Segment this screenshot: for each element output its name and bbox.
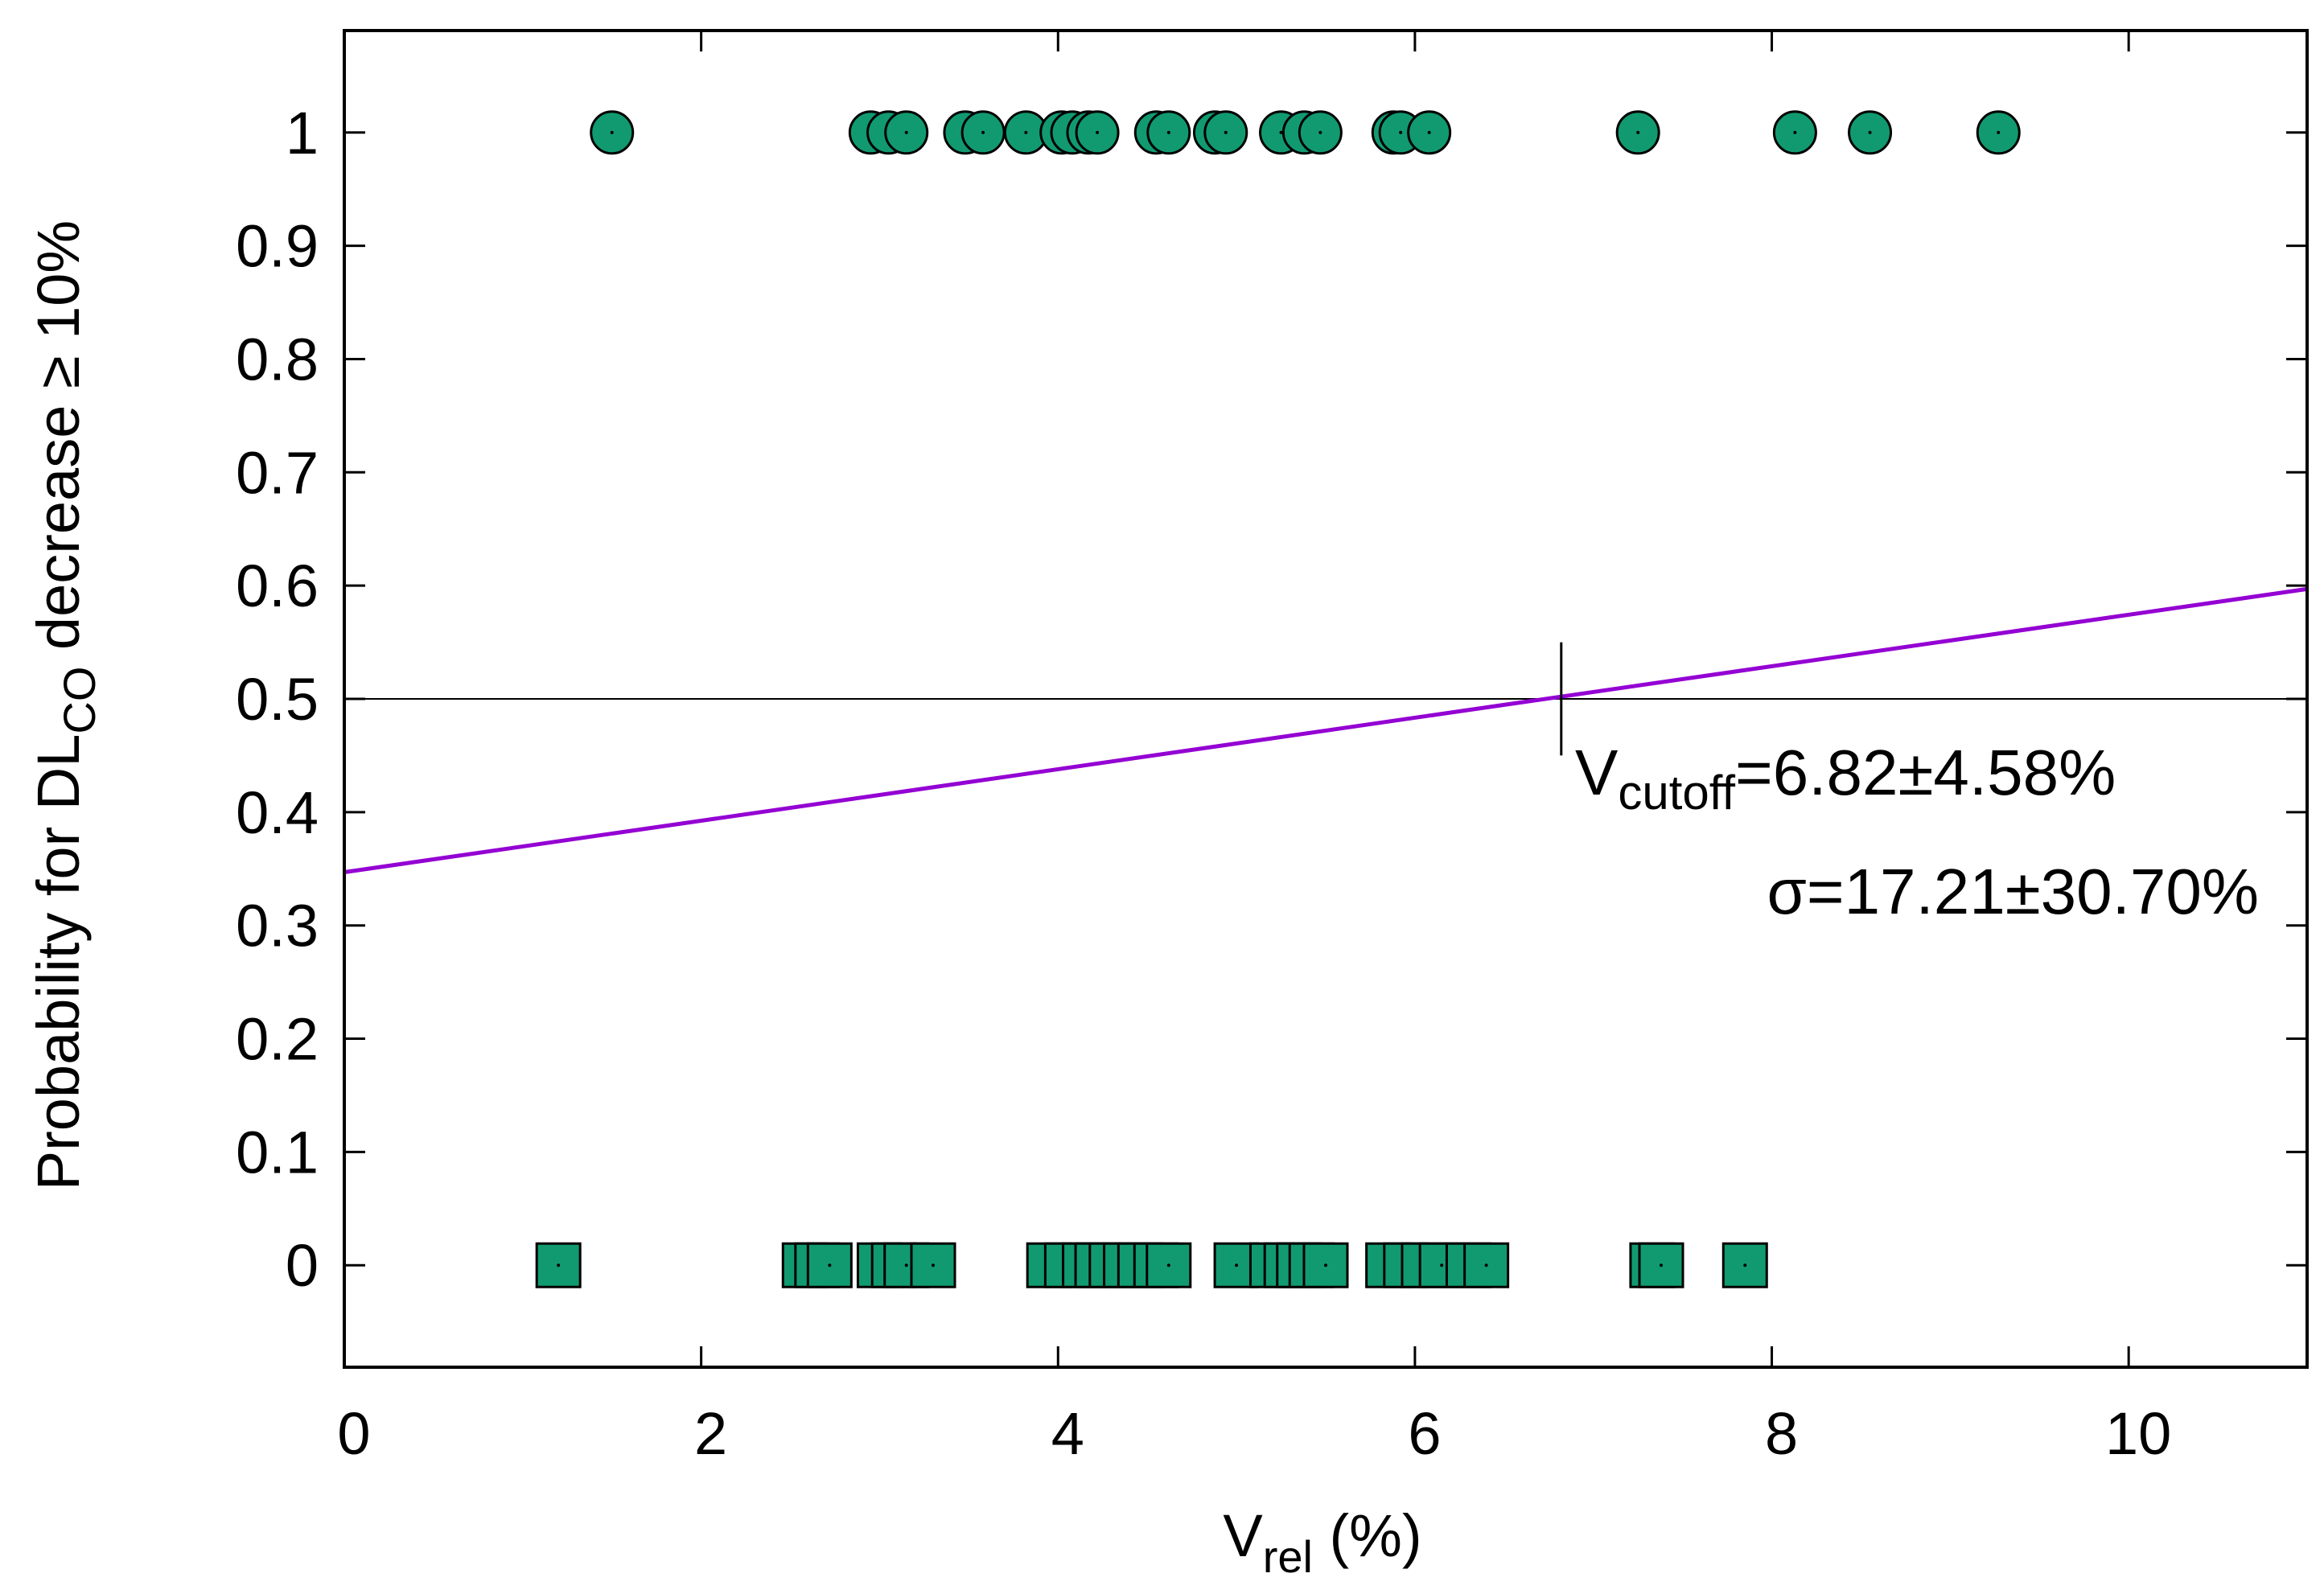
cutoff-annotation-sub: cutoff [1618,766,1735,820]
y-tick-label: 0.3 [236,893,319,959]
y-tick-label: 1 [286,100,319,166]
y-tick-label: 0.8 [236,326,319,392]
data-point-center-dot [828,1263,832,1267]
data-point-center-dot [1096,130,1100,134]
y-tick-label: 0.6 [236,553,319,619]
y-tick-label: 0.4 [236,779,319,846]
data-point-center-dot [1235,1263,1239,1267]
data-point-center-dot [1399,130,1403,134]
logistic-fit-line [343,586,2308,874]
y-axis-label-suffix: decrease ≥ 10% [25,220,92,667]
y-tick-label: 0.2 [236,1006,319,1073]
data-point-center-dot [1660,1263,1664,1267]
x-tick-label: 6 [1408,1400,1441,1467]
data-point-square [1146,1242,1192,1288]
data-point-center-dot [1636,130,1640,134]
data-point-center-dot [904,130,908,134]
data-point-center-dot [981,130,985,134]
x-tick-label: 8 [1765,1400,1798,1467]
sigma-annotation: σ=17.21±30.70% [1767,856,2259,927]
data-point-center-dot [1743,1263,1747,1267]
data-point-center-dot [1427,130,1431,134]
cutoff-annotation: Vcutoff=6.82±4.58% [1575,737,2116,820]
x-tick-label: 4 [1051,1400,1084,1467]
data-point-center-dot [1484,1263,1488,1267]
data-point-center-dot [932,1263,935,1267]
y-tick-label: 0.7 [236,439,319,506]
series-decrease-points [590,110,2021,155]
data-point-center-dot [557,1263,561,1267]
cutoff-annotation-value: =6.82±4.58% [1735,737,2116,808]
data-point-center-dot [1324,1263,1327,1267]
x-axis-label-sub: rel [1263,1531,1313,1582]
data-point-center-dot [1793,130,1797,134]
x-axis-label: Vrel (%) [1223,1502,1421,1582]
data-point-center-dot [1997,130,2001,134]
x-tick-label: 10 [2105,1400,2171,1467]
data-point-square [1302,1242,1349,1288]
y-axis-label: Probability for DLCO decrease ≥ 10% [25,220,105,1190]
y-axis-ticks: 0 0.1 0.2 0.3 0.4 0.5 0.6 0.7 0.8 0.9 1 [236,100,2307,1299]
x-axis-label-suffix: (%) [1313,1502,1422,1569]
y-tick-label: 0.5 [236,666,319,733]
data-point-center-dot [904,1263,908,1267]
x-axis-label-main: V [1223,1502,1263,1569]
data-point-center-dot [1166,1263,1170,1267]
plot-frame [343,29,2309,1369]
data-point-center-dot [1224,130,1228,134]
x-tick-label: 0 [337,1400,370,1467]
data-point-center-dot [1166,130,1170,134]
y-tick-label: 0 [286,1232,319,1299]
data-point-center-dot [1440,1263,1444,1267]
y-axis-label-sub: CO [54,667,105,734]
data-point-center-dot [1279,130,1283,134]
x-axis-ticks: 0 2 4 6 8 10 [337,31,2171,1467]
data-point-center-dot [1318,130,1322,134]
cutoff-annotation-main: V [1575,737,1619,808]
x-tick-label: 2 [694,1400,727,1467]
series-no-decrease-points [535,1242,1768,1288]
y-tick-label: 0.9 [236,213,319,280]
y-tick-label: 0.1 [236,1119,319,1185]
data-point-center-dot [1024,130,1028,134]
y-axis-label-prefix: Probability for DL [25,734,92,1191]
data-point-center-dot [1868,130,1872,134]
data-point-center-dot [610,130,614,134]
